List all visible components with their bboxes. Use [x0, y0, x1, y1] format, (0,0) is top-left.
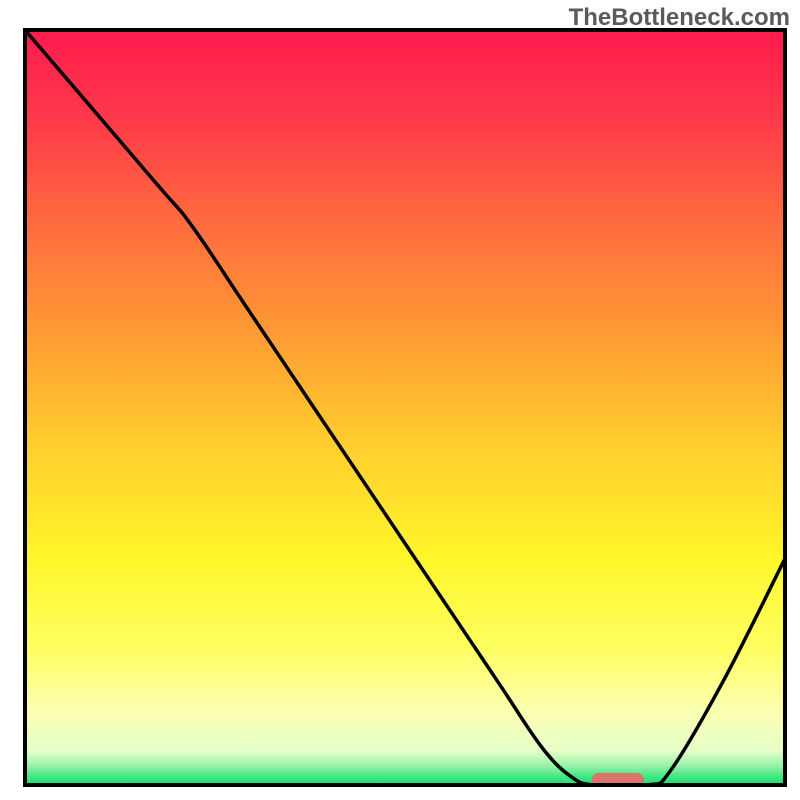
bottleneck-chart — [0, 0, 800, 800]
chart-container: TheBottleneck.com — [0, 0, 800, 800]
plot-background — [25, 30, 785, 785]
watermark-text: TheBottleneck.com — [569, 4, 790, 32]
